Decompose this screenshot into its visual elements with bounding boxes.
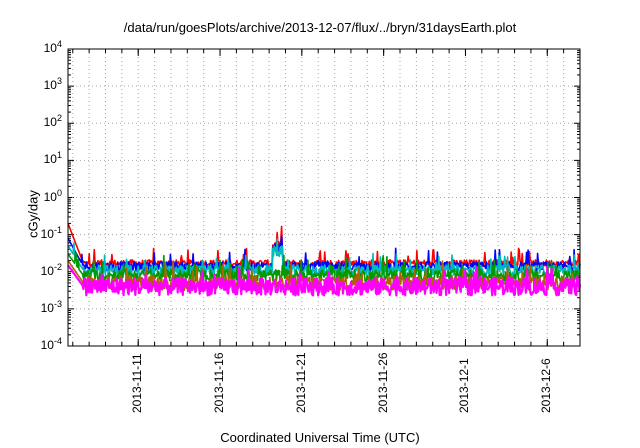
y-tick-label: 104 [0, 39, 62, 56]
y-tick-exponent: 4 [56, 39, 62, 49]
y-tick-base: 10 [43, 115, 57, 130]
y-tick-base: 10 [40, 338, 54, 352]
y-tick-base: 10 [40, 300, 54, 315]
y-tick-label: 103 [0, 76, 62, 93]
series-line [67, 264, 582, 297]
y-tick-label: 101 [0, 150, 62, 167]
x-tick-label: 2013-12-1 [457, 358, 472, 413]
x-tick-label: 2013-11-21 [293, 352, 308, 414]
y-tick-exponent: 1 [56, 150, 62, 161]
x-tick-label: 2013-12-6 [539, 358, 554, 413]
y-tick-base: 10 [43, 189, 57, 204]
y-tick-exponent: 3 [56, 76, 62, 87]
y-tick-label: 10-2 [0, 261, 62, 278]
chart-title: /data/run/goesPlots/archive/2013-12-07/f… [123, 20, 517, 35]
y-tick-base: 10 [40, 263, 54, 278]
x-tick-label: 2013-11-16 [212, 352, 227, 414]
y-tick-label: 10-4 [0, 336, 62, 353]
y-tick-exponent: -1 [53, 224, 62, 235]
x-axis-label: Coordinated Universal Time (UTC) [220, 430, 420, 445]
y-tick-exponent: -3 [53, 298, 62, 309]
y-tick-exponent: -4 [53, 336, 62, 346]
y-tick-base: 10 [43, 78, 57, 93]
series-line [67, 252, 581, 283]
y-tick-label: 102 [0, 113, 62, 130]
x-tick-label: 2013-11-11 [130, 353, 145, 413]
y-tick-base: 10 [43, 41, 57, 55]
y-tick-exponent: -2 [53, 261, 62, 272]
y-tick-exponent: 0 [56, 187, 62, 198]
y-tick-exponent: 2 [56, 113, 62, 124]
y-tick-base: 10 [43, 152, 57, 167]
y-tick-label: 10-1 [0, 224, 62, 241]
plot-frame [67, 48, 581, 347]
y-tick-base: 10 [40, 226, 54, 241]
x-tick-label: 2013-11-26 [375, 352, 390, 414]
y-tick-label: 100 [0, 187, 62, 204]
y-tick-label: 10-3 [0, 298, 62, 315]
